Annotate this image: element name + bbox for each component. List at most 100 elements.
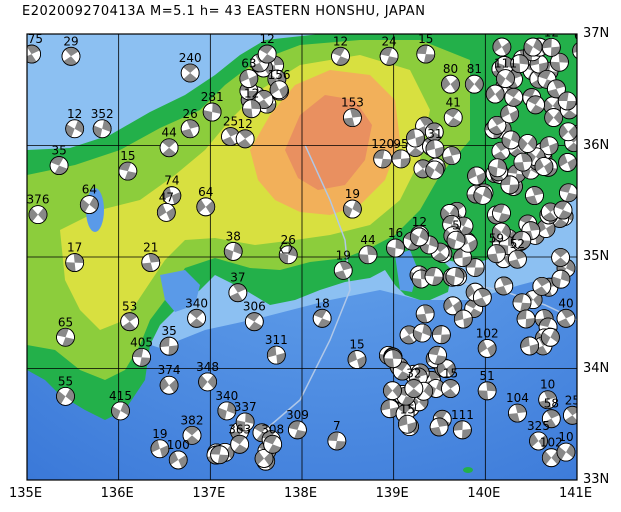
event-label: 40: [558, 296, 573, 310]
focal-mechanism-icon: [441, 74, 460, 94]
event-label: 32: [406, 367, 421, 381]
focal-mechanism-icon: [550, 52, 569, 72]
focal-mechanism-icon: [518, 134, 538, 153]
event-label: 104: [506, 391, 529, 405]
focal-mechanism-icon: [118, 161, 138, 181]
focal-mechanism-icon: [333, 260, 353, 280]
event-label: 26: [281, 233, 296, 247]
focal-mechanism-icon: [196, 197, 216, 217]
focal-mechanism-icon: [541, 37, 561, 57]
focal-mechanism-icon: [230, 434, 250, 454]
focal-mechanism-icon: [65, 119, 85, 139]
focal-mechanism-icon: [223, 242, 243, 261]
event-label: 12: [333, 34, 348, 48]
longitude-label: 136E: [100, 486, 134, 501]
focal-mechanism-icon: [547, 79, 566, 99]
focal-mechanism-icon: [425, 139, 445, 159]
event-label: 306: [243, 300, 266, 314]
event-label: 16: [388, 226, 403, 240]
focal-mechanism-icon: [492, 203, 511, 223]
focal-mechanism-icon: [551, 269, 571, 289]
focal-mechanism-icon: [443, 296, 463, 316]
focal-mechanism-icon: [168, 450, 188, 470]
focal-mechanism-icon: [510, 54, 530, 74]
event-label: 12: [260, 32, 275, 46]
focal-mechanism-icon: [538, 390, 558, 410]
event-label: 74: [164, 174, 179, 188]
focal-mechanism-icon: [508, 403, 527, 423]
focal-mechanism-icon: [269, 80, 289, 100]
event-label: 156: [268, 68, 291, 82]
event-label: 376: [27, 193, 50, 207]
event-label: 35: [161, 324, 176, 338]
event-label: 64: [82, 183, 97, 197]
focal-mechanism-icon: [242, 99, 261, 119]
event-label: 44: [360, 233, 375, 247]
focal-mechanism-icon: [412, 323, 432, 343]
focal-mechanism-icon: [56, 386, 75, 406]
focal-mechanism-icon: [496, 69, 515, 88]
izu-island: [463, 467, 473, 473]
focal-mechanism-icon: [492, 37, 512, 57]
focal-mechanism-icon: [27, 44, 41, 64]
event-label: 59: [489, 232, 504, 246]
focal-mechanism-icon: [235, 129, 255, 149]
focal-mechanism-icon: [494, 276, 514, 296]
focal-mechanism-icon: [473, 185, 493, 205]
event-label: 15: [418, 32, 433, 46]
event-label: 51: [480, 369, 495, 383]
latitude-label: 34N: [583, 360, 610, 376]
focal-mechanism-icon: [202, 102, 222, 122]
focal-mechanism-icon: [558, 153, 577, 172]
focal-mechanism-icon: [526, 95, 545, 115]
focal-mechanism-icon: [429, 417, 449, 437]
event-label: 309: [286, 408, 309, 422]
focal-mechanism-icon: [477, 381, 497, 401]
focal-mechanism-icon: [467, 166, 486, 186]
focal-mechanism-icon: [424, 266, 444, 286]
focal-mechanism-icon: [28, 205, 48, 225]
event-label: 19: [336, 248, 351, 262]
focal-mechanism-icon: [534, 157, 554, 176]
event-label: 111: [451, 408, 474, 422]
focal-mechanism-icon: [416, 44, 436, 64]
event-label: 24: [381, 34, 396, 48]
event-label: 7: [333, 419, 341, 433]
event-label: 31: [427, 127, 442, 141]
focal-mechanism-icon: [132, 347, 151, 367]
event-label: 18: [315, 296, 330, 310]
focal-mechanism-icon: [404, 379, 424, 398]
focal-mechanism-icon: [532, 276, 552, 296]
event-label: 19: [152, 427, 167, 441]
event-label: 37: [230, 271, 245, 285]
focal-mechanism-icon: [453, 309, 473, 329]
latitude-label: 33N: [583, 472, 610, 487]
focal-mechanism-icon: [508, 249, 527, 269]
focal-mechanism-icon: [398, 414, 417, 434]
event-label: 25: [223, 115, 238, 129]
focal-mechanism-icon: [436, 359, 456, 379]
focal-mechanism-icon: [409, 227, 429, 247]
focal-mechanism-icon: [557, 91, 577, 111]
focal-mechanism-icon: [453, 248, 472, 267]
focal-mechanism-icon: [572, 42, 577, 59]
event-label: 81: [467, 62, 482, 76]
event-label: 19: [345, 187, 360, 201]
focal-mechanism-icon: [500, 175, 520, 195]
longitude-label: 141E: [559, 486, 593, 501]
event-label: 325: [527, 419, 550, 433]
event-label: 10: [540, 378, 555, 392]
focal-mechanism-icon: [446, 230, 466, 250]
focal-mechanism-icon: [386, 238, 405, 258]
focal-mechanism-icon: [244, 312, 264, 332]
focal-mechanism-icon: [257, 44, 277, 64]
event-label: 65: [58, 315, 73, 329]
focal-mechanism-icon: [331, 46, 350, 66]
event-label: 382: [181, 413, 204, 427]
focal-mechanism-icon: [464, 74, 484, 94]
focal-mechanism-icon: [539, 136, 559, 156]
focal-mechanism-icon: [221, 127, 240, 146]
focal-mechanism-icon: [488, 158, 507, 178]
focal-mechanism-icon: [512, 230, 532, 250]
